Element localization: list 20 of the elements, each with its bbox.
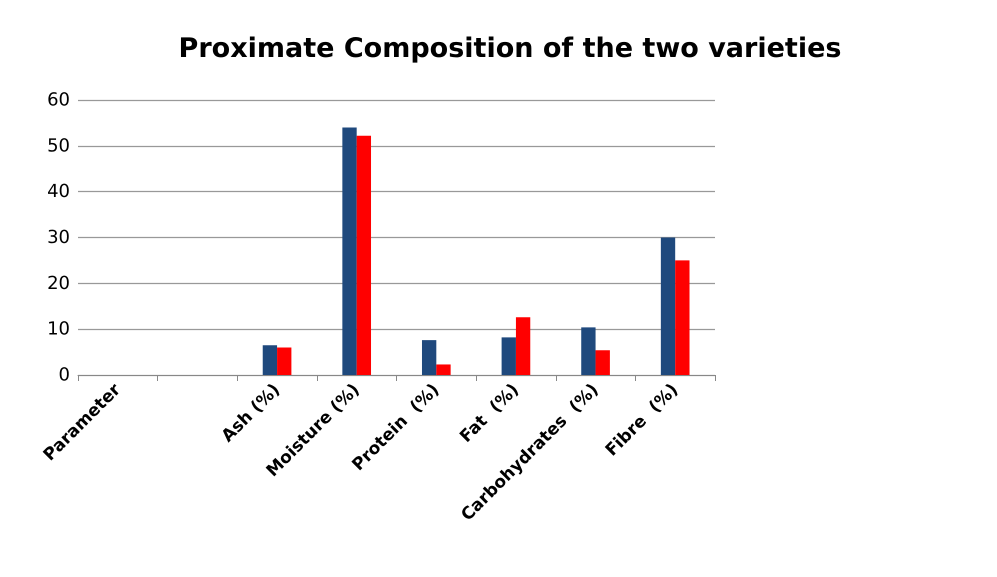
bar [422, 340, 436, 375]
y-tick-label: 40 [47, 181, 70, 202]
bar [436, 364, 451, 375]
bar [660, 238, 676, 375]
bar [675, 260, 690, 375]
bar [262, 345, 278, 375]
y-tick-label: 10 [47, 318, 70, 340]
bar [581, 327, 596, 375]
y-tick-label: 50 [47, 135, 70, 156]
y-tick-label: 30 [47, 227, 70, 248]
bar [277, 348, 292, 375]
bar [516, 317, 530, 375]
bar [356, 136, 372, 375]
y-tick-label: 60 [47, 90, 70, 110]
y-tick-label: 0 [58, 364, 70, 386]
y-tick-label: 20 [47, 272, 70, 294]
chart-title: Proximate Composition of the two varieties [178, 33, 842, 64]
bar [596, 350, 610, 375]
bar [342, 128, 357, 375]
bar [502, 337, 516, 375]
